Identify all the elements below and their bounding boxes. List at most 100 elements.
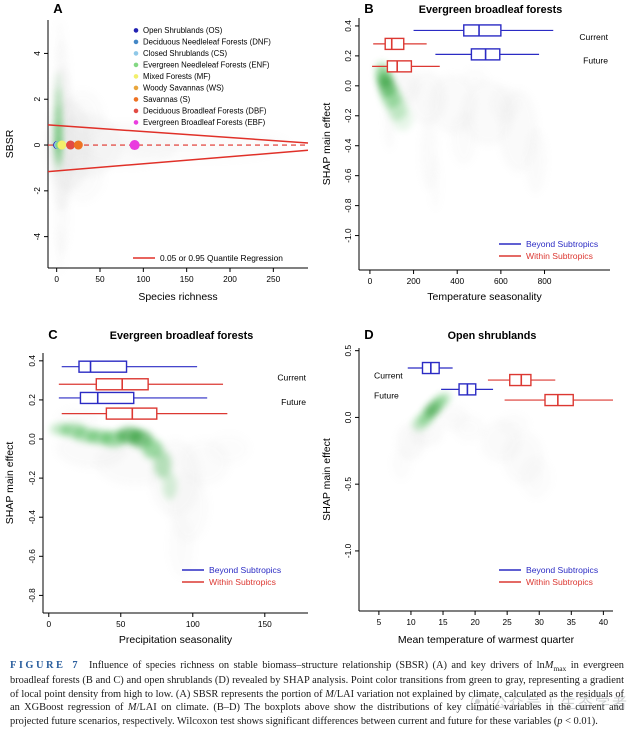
x-tick-label: 20 [470,617,480,627]
panel-title: Evergreen broadleaf forests [110,330,253,342]
scenario-label-current: Current [277,372,306,382]
x-tick-label: 30 [535,617,545,627]
density-blob-gray [524,127,547,194]
y-tick-label: -1.0 [343,543,353,558]
boxplot-box-current-within [509,373,532,387]
biome-legend-label: Deciduous Broadleaf Forests (DBF) [143,107,267,116]
scenario-label-current: Current [579,32,608,42]
x-tick-label: 600 [494,276,508,286]
panel-letter: D [364,327,373,342]
scenario-legend-label-beyond: Beyond Subtropics [209,565,281,575]
panel-d-warmest-quarter-chart: 5 10 15 20 25 30 35 40 0.5 0.0 -0.5 -1.0 Mean temper… [317,326,634,652]
biome-legend-label: Evergreen Needleleaf Forests (ENF) [143,61,270,70]
y-tick-label: 0.0 [27,433,37,445]
biome-legend-label: Savannas (S) [143,95,191,104]
y-tick-label: 0.4 [27,355,37,367]
legend-dot [133,120,139,125]
y-tick-label: 0.2 [27,394,37,406]
x-tick-label: 400 [450,276,464,286]
y-tick-label: 4 [32,51,42,56]
legend-dot [133,39,139,45]
panel-letter: A [53,1,63,16]
x-axis-title: Mean temperature of warmest quarter [398,634,575,646]
density-blob-green [162,472,177,500]
density-blob-gray [54,19,66,65]
y-tick-label: -0.6 [343,168,353,183]
panel-a-sbsr-chart: 0 50 100 150 200 250 -4 -2 0 2 4 Species richness SB… [0,0,317,326]
legend-dot [133,85,139,91]
density-blob-gray [168,515,195,578]
density-blob-gray [519,456,553,499]
density-blob-gray [391,448,411,481]
x-axis-title: Precipitation seasonality [119,634,233,646]
scenario-label-future: Future [374,390,399,400]
density-blob-gray [54,227,66,274]
boxplot-box-future-within [544,393,574,407]
scenario-label-future: Future [281,397,306,407]
x-tick-label: 150 [258,619,272,629]
scenario-legend-label-within: Within Subtropics [209,577,276,587]
x-tick-label: 40 [599,617,609,627]
x-tick-label: 250 [266,274,280,284]
scenario-legend-label-within: Within Subtropics [526,577,593,587]
figure-caption-label: FIGURE 7 [10,660,81,671]
y-tick-label: 0.0 [343,80,353,92]
y-axis-title: SHAP main effect [321,103,333,186]
y-tick-label: -0.2 [343,108,353,123]
x-tick-label: 35 [567,617,577,627]
legend-dot [133,62,139,68]
y-tick-label: -0.8 [343,198,353,213]
x-tick-label: 200 [407,276,421,286]
density-blob-green [392,106,413,131]
x-tick-label: 200 [223,274,237,284]
density-blob-gray [429,156,441,211]
density-blob-gray [452,414,485,442]
y-tick-label: -2 [32,187,42,195]
panel-title: Evergreen broadleaf forests [419,4,562,16]
panel-letter: C [48,327,58,342]
x-tick-label: 50 [116,619,126,629]
density-blob-gray [489,85,521,122]
y-tick-label: -4 [32,233,42,241]
y-tick-label: -0.4 [343,138,353,153]
density-blob-gray [450,111,477,166]
x-axis-title: Species richness [138,291,217,303]
density-blob-green [439,392,452,403]
biome-point-S [73,140,83,150]
y-tick-label: 0.0 [343,411,353,423]
y-tick-label: -1.0 [343,228,353,243]
biome-legend-label: Woody Savannas (WS) [143,84,224,93]
biome-legend-label: Closed Shrublands (CS) [143,49,227,58]
y-tick-label: -0.6 [27,549,37,564]
x-tick-label: 50 [95,274,105,284]
x-tick-label: 0 [46,619,51,629]
quantile-line-lower [47,149,309,173]
x-tick-label: 10 [406,617,416,627]
panel-grid: 0 50 100 150 200 250 -4 -2 0 2 4 Species richness SB… [0,0,634,652]
biome-legend-label: Evergreen Broadleaf Forests (EBF) [143,118,266,127]
quantile-line-upper [47,124,309,144]
boxplot-box-current-beyond [463,24,502,37]
y-tick-label: 0.4 [343,20,353,32]
y-axis-title: SHAP main effect [4,442,16,525]
panel-b-temperature-seasonality-chart: 0 200 400 600 800 0.4 0.2 0.0 -0.2 -0.4 -0.6 -0.8 -1… [317,0,634,326]
x-tick-label: 100 [186,619,200,629]
density-blob-gray [461,67,488,89]
y-tick-label: 0 [32,142,42,147]
scenario-legend-label-within: Within Subtropics [526,251,593,261]
biome-legend-label: Mixed Forests (MF) [143,72,211,81]
boxplot-box-current-beyond [78,360,128,373]
density-blob-green [55,149,62,173]
biome-point-MF [57,140,67,150]
scenario-legend-label-beyond: Beyond Subtropics [526,565,598,575]
x-axis-title: Temperature seasonality [427,291,542,303]
legend-dot [133,28,139,33]
biome-legend-label: Open Shrublands (OS) [143,26,223,35]
figure-caption-text: Influence of species richness on stable … [10,660,625,728]
x-tick-label: 100 [136,274,150,284]
y-tick-label: -0.5 [343,477,353,492]
scenario-label-current: Current [374,370,403,380]
quantile-legend-label: 0.05 or 0.95 Quantile Regression [160,253,283,263]
panel-letter: B [364,1,373,16]
x-tick-label: 5 [377,617,382,627]
